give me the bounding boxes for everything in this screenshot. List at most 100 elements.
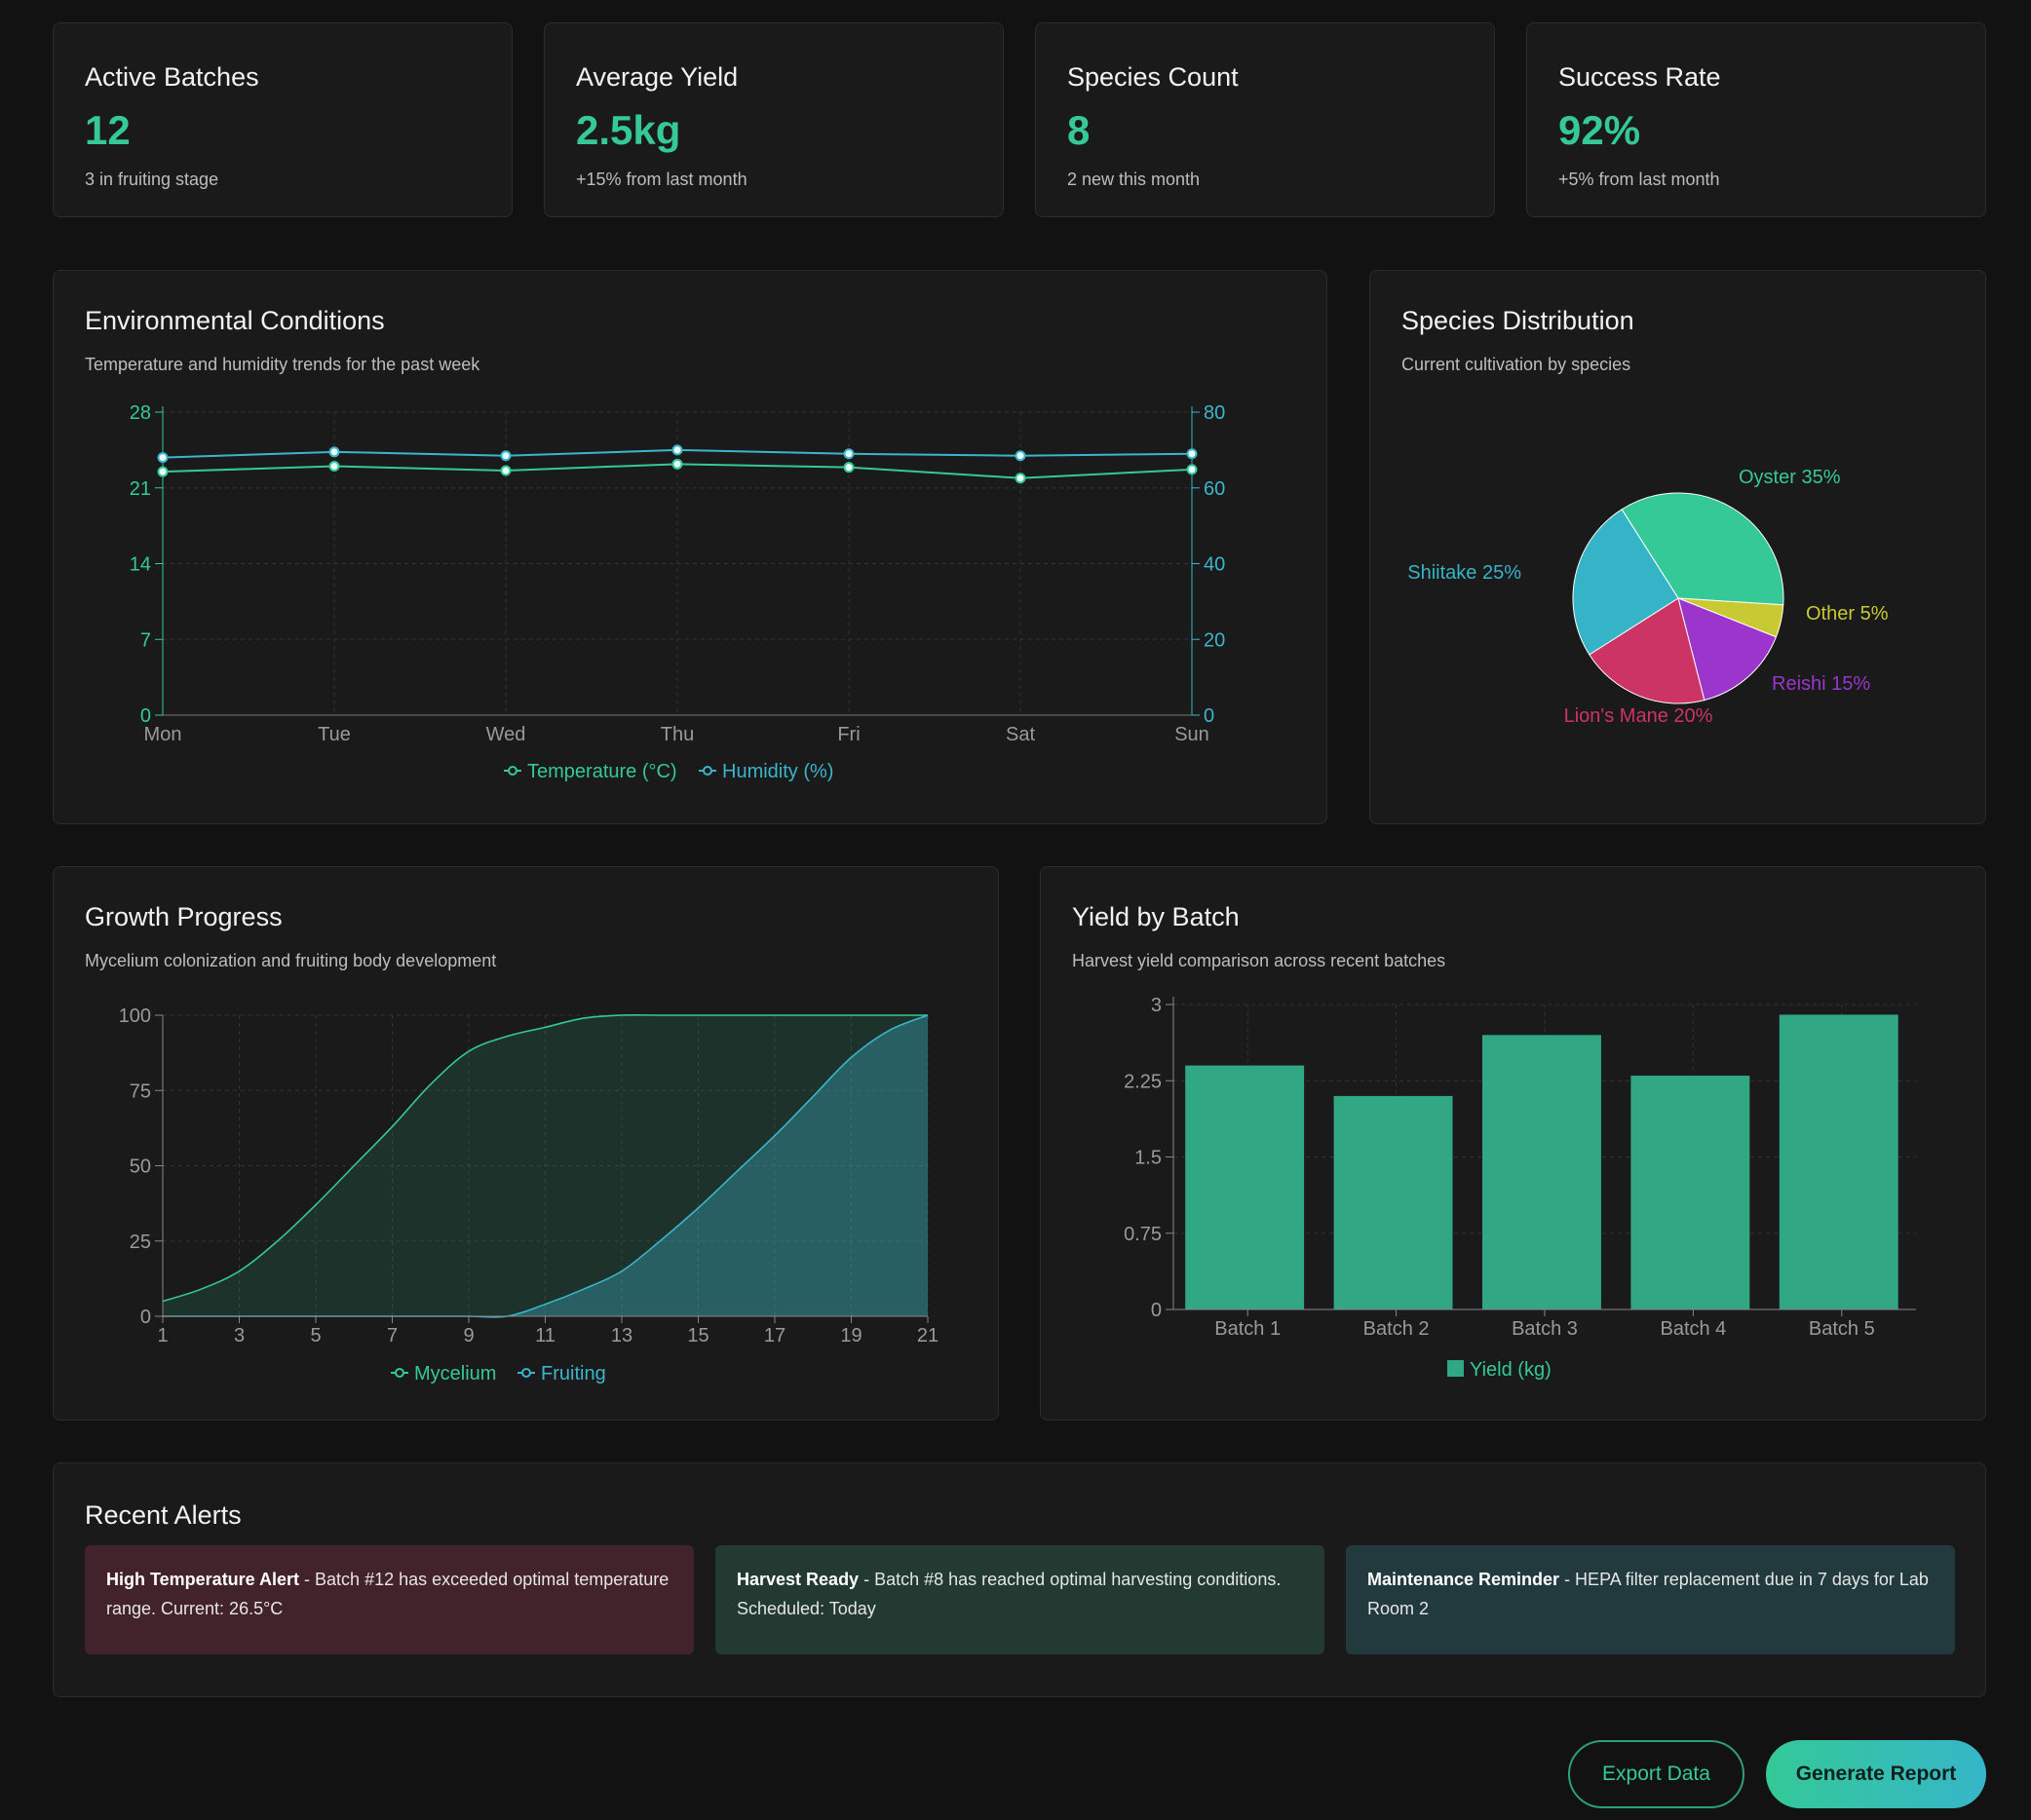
recent-alerts-card: Recent Alerts High Temperature Alert - B…	[53, 1462, 1986, 1697]
data-point	[157, 452, 169, 464]
stat-value: 92%	[1558, 107, 1641, 153]
bar-batch-5	[1779, 1014, 1898, 1309]
yield-by-batch-card: Yield by Batch Harvest yield comparison …	[1040, 866, 1986, 1421]
stat-value: 8	[1067, 107, 1091, 153]
stat-title: Average Yield	[576, 62, 739, 92]
legend-label-fruiting: Fruiting	[541, 1363, 606, 1384]
x-tick-label: 21	[917, 1325, 939, 1346]
data-point	[328, 446, 340, 458]
y-left-tick-label: 0	[140, 705, 151, 727]
y-right-tick-label: 80	[1204, 402, 1225, 424]
stat-subtext: 2 new this month	[1067, 170, 1201, 189]
y-tick-label: 25	[130, 1232, 151, 1253]
bar-batch-1	[1185, 1065, 1305, 1309]
alert-heading: High Temperature Alert	[106, 1570, 300, 1589]
x-tick-label: Sat	[1006, 724, 1035, 745]
pie-slice-shiitake	[1572, 509, 1679, 656]
x-tick-label: Sun	[1174, 724, 1209, 745]
y-right-tick-label: 60	[1204, 478, 1225, 500]
pie-slice-lions-mane	[1589, 597, 1705, 704]
bar-batch-3	[1481, 1035, 1601, 1309]
x-tick-label: Fri	[837, 724, 860, 745]
stat-title: Species Count	[1067, 62, 1239, 92]
alert-text: - HEPA filter replacement due in 7 days …	[1367, 1570, 1929, 1618]
x-tick-label: Batch 2	[1363, 1318, 1430, 1340]
pie-slice-oyster	[1621, 492, 1784, 606]
alert-heading: Maintenance Reminder	[1367, 1570, 1560, 1589]
pie-label-other: Other 5%	[1806, 603, 1889, 625]
x-tick-label: 13	[611, 1325, 632, 1346]
stat-card-average-yield: Average Yield 2.5kg +15% from last month	[544, 22, 1004, 217]
stat-card-success-rate: Success Rate 92% +5% from last month	[1526, 22, 1986, 217]
alert-text: - Batch #8 has reached optimal harvestin…	[737, 1570, 1282, 1618]
legend-label-humidity: Humidity (%)	[722, 761, 833, 782]
alert-maintenance-reminder[interactable]: Maintenance Reminder - HEPA filter repla…	[1346, 1545, 1955, 1654]
environment-line-chart: 0 7 14 21 28 0 20 40 60 80 Mon Tue Wed Thu Fri Sat Sun Te…	[130, 402, 1226, 782]
export-data-button[interactable]: Export Data	[1568, 1740, 1744, 1808]
bar-batch-4	[1630, 1076, 1750, 1309]
x-tick-label: Batch 1	[1214, 1318, 1281, 1340]
card-title: Environmental Conditions	[85, 306, 385, 335]
data-point	[1186, 448, 1198, 460]
x-tick-label: Tue	[318, 724, 351, 745]
data-point	[328, 461, 340, 473]
legend-label-mycelium: Mycelium	[414, 1363, 496, 1384]
x-tick-label: Batch 3	[1512, 1318, 1578, 1340]
y-tick-label: 100	[119, 1005, 151, 1027]
data-point	[1015, 450, 1026, 462]
stat-card-active-batches: Active Batches 12 3 in fruiting stage	[53, 22, 513, 217]
legend-label-temperature: Temperature (°C)	[527, 761, 677, 782]
data-point	[843, 462, 855, 474]
card-title: Yield by Batch	[1072, 902, 1240, 931]
card-subtitle: Mycelium colonization and fruiting body …	[85, 951, 497, 970]
stat-value: 2.5kg	[576, 107, 681, 153]
data-point	[1186, 464, 1198, 475]
x-tick-label: 11	[535, 1325, 556, 1346]
data-point	[671, 444, 683, 456]
card-title: Species Distribution	[1401, 306, 1634, 335]
y-left-tick-label: 21	[130, 478, 151, 500]
x-tick-label: 7	[387, 1325, 398, 1346]
y-right-tick-label: 0	[1204, 705, 1214, 727]
data-point	[500, 450, 512, 462]
data-point	[671, 458, 683, 470]
stat-subtext: +5% from last month	[1558, 170, 1720, 189]
data-point	[1015, 473, 1026, 484]
card-subtitle: Temperature and humidity trends for the …	[85, 355, 480, 374]
y-tick-label: 0	[1151, 1300, 1162, 1321]
area-fill-fruiting	[163, 1015, 928, 1317]
stat-subtext: +15% from last month	[576, 170, 747, 189]
pie-label-oyster: Oyster 35%	[1739, 467, 1841, 488]
data-point	[843, 448, 855, 460]
legend-label-yield: Yield (kg)	[1470, 1359, 1552, 1381]
area-line-mycelium	[162, 1013, 928, 1303]
alert-harvest-ready[interactable]: Harvest Ready - Batch #8 has reached opt…	[715, 1545, 1324, 1654]
data-point	[500, 465, 512, 476]
environmental-conditions-card: Environmental Conditions Temperature and…	[53, 270, 1327, 824]
pie-label-lions-mane: Lion's Mane 20%	[1564, 705, 1713, 727]
y-tick-label: 2.25	[1124, 1071, 1162, 1092]
y-right-tick-label: 40	[1204, 554, 1225, 576]
area-fill-mycelium	[163, 1014, 928, 1316]
species-distribution-card: Species Distribution Current cultivation…	[1369, 270, 1986, 824]
alert-text: - Batch #12 has exceeded optimal tempera…	[106, 1570, 670, 1618]
stat-title: Active Batches	[85, 62, 259, 92]
card-title: Recent Alerts	[85, 1500, 242, 1530]
yield-bar-chart: 0 0.75 1.5 2.25 3 Batch 1 Batch 2 Batch 3 Batch …	[1124, 995, 1916, 1381]
card-subtitle: Harvest yield comparison across recent b…	[1072, 951, 1446, 970]
stat-card-species-count: Species Count 8 2 new this month	[1035, 22, 1495, 217]
generate-report-button[interactable]: Generate Report	[1766, 1740, 1986, 1808]
y-tick-label: 50	[130, 1156, 151, 1178]
alert-heading: Harvest Ready	[737, 1570, 860, 1589]
data-point	[157, 466, 169, 477]
growth-progress-card: Growth Progress Mycelium colonization an…	[53, 866, 999, 1421]
y-tick-label: 3	[1151, 995, 1162, 1016]
alert-high-temperature[interactable]: High Temperature Alert - Batch #12 has e…	[85, 1545, 694, 1654]
y-tick-label: 0.75	[1124, 1224, 1162, 1245]
card-title: Growth Progress	[85, 902, 283, 931]
y-tick-label: 1.5	[1134, 1148, 1162, 1169]
species-pie-chart: Oyster 35% Other 5% Reishi 15% Lion's Mane …	[1407, 467, 1889, 727]
card-subtitle: Current cultivation by species	[1401, 355, 1631, 374]
x-tick-label: Wed	[486, 724, 526, 745]
